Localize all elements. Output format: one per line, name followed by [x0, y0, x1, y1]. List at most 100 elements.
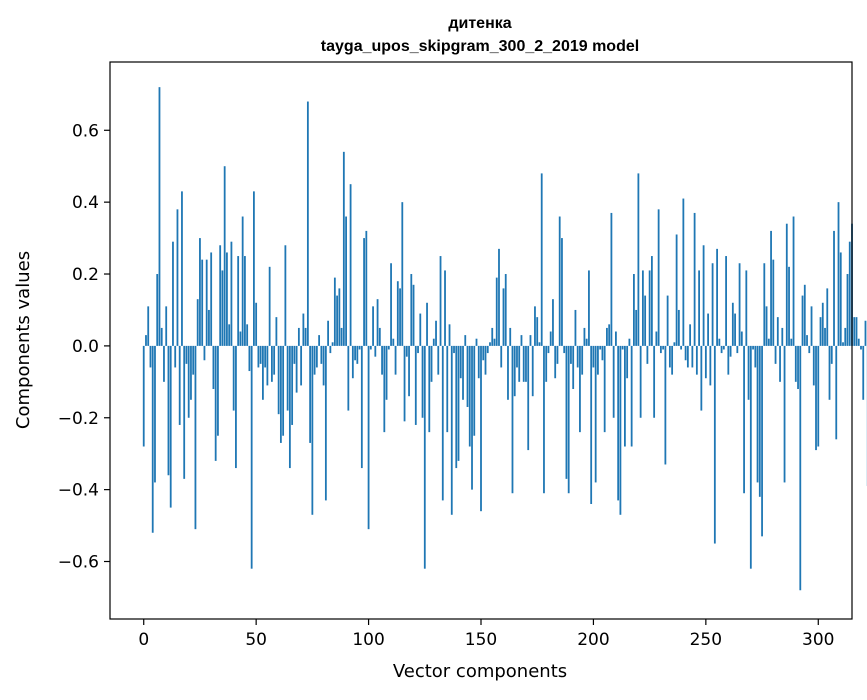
- bar-192: [575, 310, 577, 346]
- bar-211: [617, 346, 619, 501]
- bar-109: [388, 346, 390, 350]
- bar-16: [179, 346, 181, 425]
- bar-0: [143, 346, 145, 447]
- bar-75: [311, 346, 313, 515]
- bar-133: [442, 346, 444, 501]
- bar-119: [410, 274, 412, 346]
- bar-90: [345, 217, 347, 346]
- bar-318: [858, 339, 860, 346]
- bar-131: [437, 346, 439, 375]
- bar-303: [824, 328, 826, 346]
- bar-113: [397, 281, 399, 346]
- bar-110: [390, 263, 392, 346]
- bar-191: [572, 346, 574, 389]
- bar-258: [723, 346, 725, 350]
- bar-264: [736, 346, 738, 353]
- bar-255: [716, 249, 718, 346]
- bar-284: [781, 328, 783, 346]
- bar-243: [689, 324, 691, 346]
- bar-21: [190, 346, 192, 400]
- bar-93: [352, 346, 354, 378]
- bar-96: [359, 346, 361, 350]
- bar-217: [631, 346, 633, 447]
- bar-25: [199, 238, 201, 346]
- bar-83: [329, 346, 331, 353]
- bar-177: [541, 173, 543, 345]
- bar-130: [435, 321, 437, 346]
- bar-313: [847, 274, 849, 346]
- bar-89: [343, 152, 345, 346]
- bar-190: [570, 346, 572, 364]
- bar-241: [685, 346, 687, 360]
- bar-61: [280, 346, 282, 443]
- bar-2: [147, 306, 149, 346]
- bar-168: [521, 335, 523, 346]
- bar-164: [512, 346, 514, 493]
- bar-73: [307, 102, 309, 346]
- bar-288: [790, 339, 792, 346]
- bar-201: [595, 346, 597, 483]
- bar-106: [381, 346, 383, 375]
- bar-77: [316, 346, 318, 368]
- bar-183: [554, 346, 556, 378]
- bar-235: [671, 346, 673, 375]
- x-tick-label-0: 0: [138, 630, 149, 650]
- bar-256: [718, 339, 720, 346]
- bar-196: [584, 328, 586, 346]
- bar-291: [797, 346, 799, 389]
- bar-51: [258, 346, 260, 368]
- bar-39: [231, 242, 233, 346]
- bar-210: [615, 332, 617, 346]
- bar-95: [356, 346, 358, 364]
- bar-203: [599, 346, 601, 350]
- bar-94: [354, 346, 356, 360]
- bar-115: [401, 202, 403, 346]
- bar-193: [577, 346, 579, 368]
- bar-204: [602, 346, 604, 360]
- bar-49: [253, 191, 255, 346]
- bar-87: [338, 288, 340, 346]
- bar-20: [188, 346, 190, 418]
- y-tick-label-3: 0.0: [72, 337, 99, 357]
- bar-244: [691, 346, 693, 368]
- bar-245: [694, 213, 696, 346]
- bar-52: [260, 346, 262, 364]
- bar-137: [451, 346, 453, 515]
- bar-169: [523, 346, 525, 382]
- bar-280: [772, 260, 774, 346]
- bar-98: [363, 238, 365, 346]
- bar-33: [217, 346, 219, 436]
- bar-292: [799, 346, 801, 590]
- bar-125: [424, 346, 426, 569]
- bar-239: [680, 346, 682, 350]
- bar-86: [336, 296, 338, 346]
- bar-166: [516, 346, 518, 368]
- bar-202: [597, 346, 599, 375]
- bar-178: [543, 346, 545, 493]
- bar-263: [734, 314, 736, 346]
- bar-53: [262, 346, 264, 400]
- bar-107: [383, 346, 385, 432]
- bar-135: [446, 346, 448, 432]
- bar-66: [291, 346, 293, 425]
- bar-277: [766, 306, 768, 346]
- y-axis-label: Components values: [13, 251, 34, 429]
- bar-170: [525, 346, 527, 382]
- bar-160: [503, 288, 505, 346]
- bar-91: [347, 346, 349, 411]
- bar-1: [145, 335, 147, 346]
- bar-314: [849, 242, 851, 346]
- x-tick-label-150: 150: [465, 630, 497, 650]
- bar-157: [496, 278, 498, 346]
- bar-185: [559, 217, 561, 346]
- bar-127: [428, 346, 430, 432]
- bar-271: [752, 346, 754, 350]
- bar-259: [725, 256, 727, 346]
- bar-78: [318, 335, 320, 346]
- bar-290: [795, 346, 797, 382]
- bar-294: [804, 285, 806, 346]
- bar-229: [658, 209, 660, 346]
- bar-150: [480, 346, 482, 511]
- bar-58: [273, 346, 275, 375]
- bar-306: [831, 346, 833, 364]
